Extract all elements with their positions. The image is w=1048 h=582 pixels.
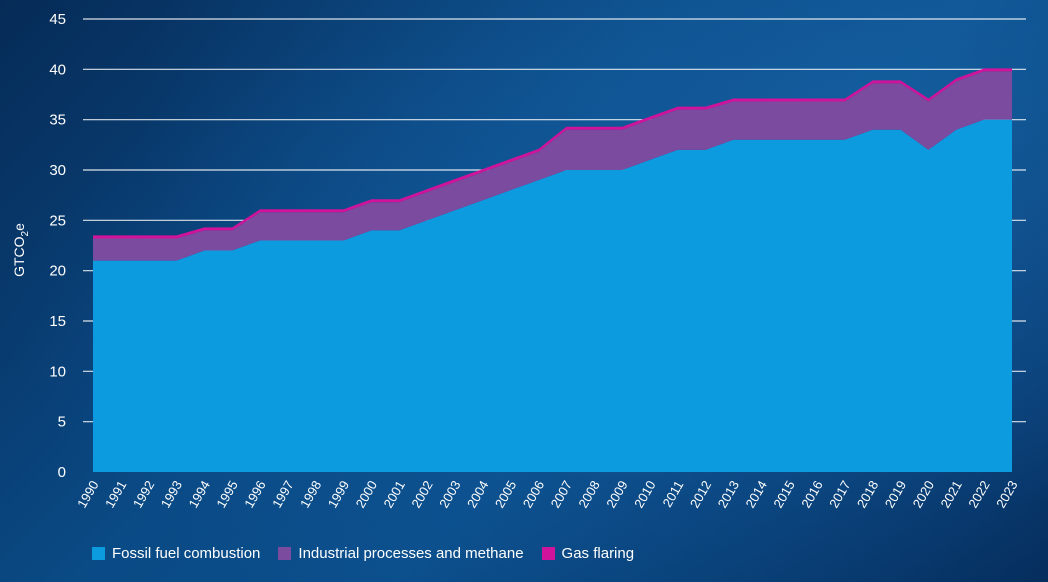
y-tick-label: 0 bbox=[58, 464, 66, 481]
series-areas bbox=[93, 68, 1012, 473]
x-tick-label: 2021 bbox=[937, 478, 964, 511]
x-tick-label: 2010 bbox=[631, 478, 658, 511]
x-tick-label: 2007 bbox=[548, 478, 575, 511]
x-tick-label: 1991 bbox=[102, 478, 129, 511]
x-tick-label: 2008 bbox=[575, 478, 602, 511]
y-axis-label-suffix: e bbox=[11, 223, 27, 231]
x-tick-label: 1998 bbox=[297, 478, 324, 511]
x-tick-label: 2003 bbox=[436, 478, 463, 511]
x-tick-label: 2012 bbox=[687, 478, 714, 511]
x-tick-label: 2001 bbox=[380, 478, 407, 511]
x-tick-label: 2002 bbox=[408, 478, 435, 511]
legend-label-fossil: Fossil fuel combustion bbox=[112, 545, 261, 562]
x-tick-label: 1990 bbox=[74, 478, 101, 511]
x-tick-label: 2018 bbox=[854, 478, 881, 511]
y-tick-label: 45 bbox=[49, 11, 66, 28]
legend-item-fossil: Fossil fuel combustion bbox=[92, 545, 260, 562]
x-tick-label: 2014 bbox=[743, 478, 770, 511]
x-tick-label: 1996 bbox=[241, 478, 268, 511]
x-tick-label: 2009 bbox=[603, 478, 630, 511]
y-tick-label: 30 bbox=[49, 162, 66, 179]
y-tick-label: 20 bbox=[49, 263, 66, 280]
x-tick-label: 1994 bbox=[186, 478, 213, 511]
legend-item-industrial: Industrial processes and methane bbox=[278, 545, 524, 562]
y-tick-label: 25 bbox=[49, 212, 66, 229]
legend-swatch-flaring bbox=[541, 547, 555, 560]
legend: Fossil fuel combustion Industrial proces… bbox=[92, 545, 634, 562]
legend-swatch-fossil bbox=[92, 547, 105, 560]
x-tick-label: 1995 bbox=[213, 478, 240, 511]
x-tick-label: 2011 bbox=[659, 478, 686, 510]
x-tick-label: 1999 bbox=[325, 478, 352, 511]
x-tick-label: 2004 bbox=[464, 478, 491, 511]
y-axis-ticks: 0 5 10 15 20 25 30 35 40 45 bbox=[49, 11, 66, 481]
y-tick-label: 10 bbox=[49, 363, 66, 380]
area-series-1 bbox=[93, 71, 1012, 261]
x-tick-label: 2022 bbox=[965, 478, 992, 511]
y-axis-label: GTCO2e bbox=[11, 223, 31, 277]
x-tick-label: 2020 bbox=[910, 478, 937, 511]
legend-item-flaring: Gas flaring bbox=[541, 545, 635, 562]
x-tick-label: 2023 bbox=[993, 478, 1020, 511]
legend-swatch-industrial bbox=[278, 547, 292, 560]
x-tick-label: 2019 bbox=[882, 478, 909, 511]
x-tick-label: 2016 bbox=[798, 478, 825, 511]
x-tick-label: 1997 bbox=[269, 478, 296, 511]
x-tick-label: 1992 bbox=[130, 478, 157, 511]
x-tick-label: 2017 bbox=[826, 478, 853, 511]
y-tick-label: 15 bbox=[49, 313, 66, 330]
x-tick-label: 2000 bbox=[353, 478, 380, 511]
legend-label-flaring: Gas flaring bbox=[561, 545, 635, 562]
x-tick-label: 2015 bbox=[770, 478, 797, 511]
legend-label-industrial: Industrial processes and methane bbox=[298, 545, 524, 562]
y-tick-label: 40 bbox=[49, 61, 66, 78]
area-series-0 bbox=[93, 119, 1012, 473]
y-tick-label: 5 bbox=[58, 414, 66, 431]
x-tick-label: 2006 bbox=[520, 478, 547, 511]
x-axis-ticks: 1990 1991 1992 1993 1994 1995 1996 1997 1998 1999… bbox=[74, 478, 1020, 511]
x-tick-label: 2013 bbox=[715, 478, 742, 511]
x-tick-label: 2005 bbox=[492, 478, 519, 511]
y-axis-label-sub: 2 bbox=[20, 230, 31, 236]
y-tick-label: 35 bbox=[49, 112, 66, 129]
x-tick-label: 1993 bbox=[158, 478, 185, 511]
y-axis-label-main: GTCO bbox=[11, 236, 27, 277]
